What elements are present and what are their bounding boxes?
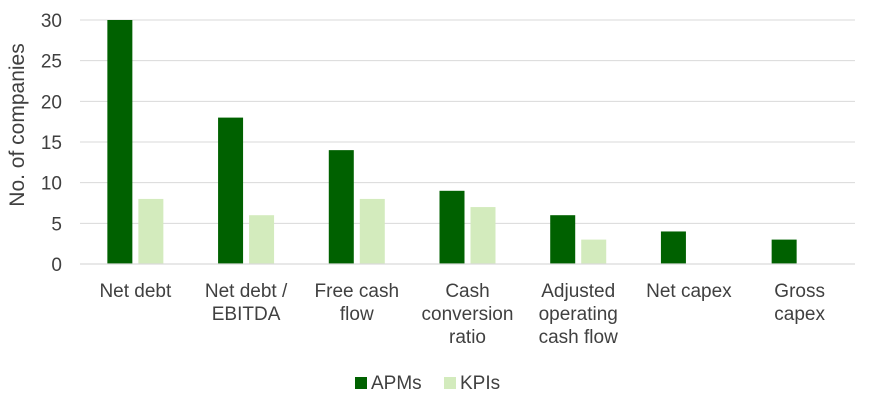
bar-apms-2 (328, 150, 354, 264)
bar-apms-1 (218, 117, 244, 264)
y-tick-label: 0 (51, 255, 62, 276)
bar-apms-4 (550, 215, 576, 264)
legend-label-kpis: KPIs (460, 373, 500, 394)
bar-kpis-3 (470, 207, 496, 264)
bar-apms-6 (771, 239, 797, 264)
legend-swatch-kpis (444, 377, 456, 389)
bar-kpis-2 (359, 198, 385, 264)
bar-kpis-0 (138, 198, 164, 264)
category-labels: Net debt Net debt / EBITDA Free cash flow Cas… (99, 281, 825, 348)
y-axis-ticks: 0 5 10 15 20 25 30 (41, 11, 62, 276)
y-tick-label: 20 (41, 92, 62, 113)
legend-swatch-apms (355, 377, 367, 389)
y-tick-label: 25 (41, 52, 62, 73)
legend: APMs KPIs (355, 373, 500, 394)
x-tick-label: Net debt / EBITDA (205, 281, 288, 325)
y-axis-title: No. of companies (6, 43, 29, 206)
x-tick-label: Net debt (99, 281, 172, 302)
x-tick-label: Gross capex (774, 281, 825, 325)
bar-apms-5 (660, 231, 686, 264)
x-tick-label: Adjusted operating cash flow (539, 281, 618, 348)
x-tick-label: Cash conversion ratio (422, 281, 514, 348)
x-tick-label: Free cash flow (315, 281, 399, 325)
legend-label-apms: APMs (371, 373, 422, 394)
bar-apms-0 (107, 20, 133, 264)
y-tick-label: 10 (41, 174, 62, 195)
y-tick-label: 30 (41, 11, 62, 32)
y-tick-label: 15 (41, 133, 62, 154)
bar-kpis-1 (249, 215, 275, 264)
bar-kpis-4 (581, 239, 607, 264)
x-tick-label: Net capex (646, 281, 732, 302)
bars (107, 20, 797, 264)
gridlines (80, 19, 855, 224)
bar-apms-3 (439, 190, 465, 264)
y-tick-label: 5 (51, 214, 62, 235)
